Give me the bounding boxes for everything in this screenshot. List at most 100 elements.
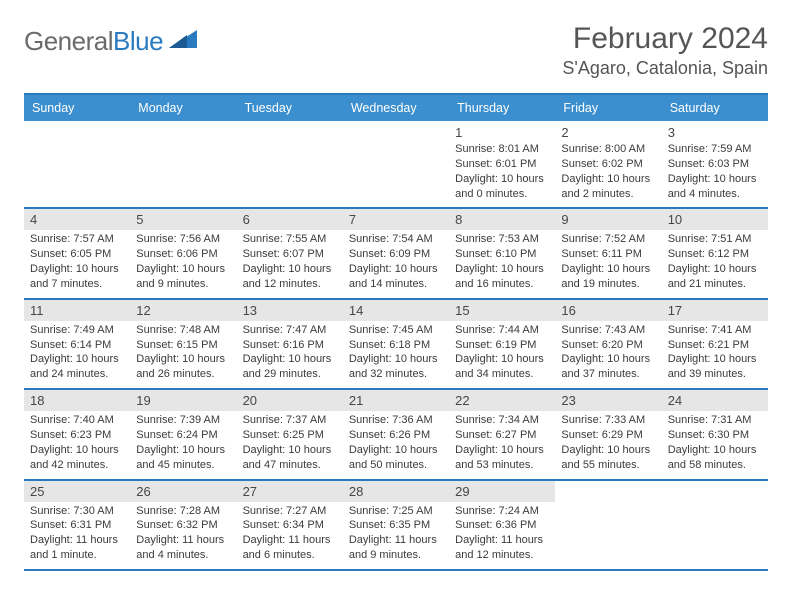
day-info: Sunrise: 7:25 AMSunset: 6:35 PMDaylight:… <box>349 504 443 563</box>
day-cell: 29Sunrise: 7:24 AMSunset: 6:36 PMDayligh… <box>449 481 555 569</box>
info-line: and 19 minutes. <box>561 277 655 292</box>
info-line: Daylight: 11 hours <box>243 533 337 548</box>
info-line: Sunset: 6:02 PM <box>561 157 655 172</box>
info-line: Daylight: 10 hours <box>561 262 655 277</box>
day-number: 16 <box>555 300 661 321</box>
day-number: 12 <box>130 300 236 321</box>
day-cell: 17Sunrise: 7:41 AMSunset: 6:21 PMDayligh… <box>662 300 768 388</box>
day-number: 10 <box>662 209 768 230</box>
day-info: Sunrise: 7:37 AMSunset: 6:25 PMDaylight:… <box>243 413 337 472</box>
day-number: 5 <box>130 209 236 230</box>
info-line: Sunset: 6:05 PM <box>30 247 124 262</box>
day-cell: 25Sunrise: 7:30 AMSunset: 6:31 PMDayligh… <box>24 481 130 569</box>
day-number: 24 <box>662 390 768 411</box>
info-line: Sunrise: 7:34 AM <box>455 413 549 428</box>
info-line: Sunset: 6:25 PM <box>243 428 337 443</box>
day-info: Sunrise: 7:28 AMSunset: 6:32 PMDaylight:… <box>136 504 230 563</box>
day-info: Sunrise: 7:59 AMSunset: 6:03 PMDaylight:… <box>668 142 762 201</box>
info-line: Sunrise: 7:25 AM <box>349 504 443 519</box>
day-info: Sunrise: 7:33 AMSunset: 6:29 PMDaylight:… <box>561 413 655 472</box>
day-number: 3 <box>668 125 762 140</box>
empty-cell <box>24 121 130 207</box>
info-line: Sunrise: 7:39 AM <box>136 413 230 428</box>
info-line: Sunrise: 7:55 AM <box>243 232 337 247</box>
day-info: Sunrise: 7:45 AMSunset: 6:18 PMDaylight:… <box>349 323 443 382</box>
info-line: Daylight: 10 hours <box>136 443 230 458</box>
day-number: 29 <box>449 481 555 502</box>
dow-label: Sunday <box>24 95 130 121</box>
info-line: Sunset: 6:12 PM <box>668 247 762 262</box>
info-line: Daylight: 10 hours <box>349 352 443 367</box>
calendar: SundayMondayTuesdayWednesdayThursdayFrid… <box>24 93 768 571</box>
info-line: and 0 minutes. <box>455 187 549 202</box>
info-line: and 47 minutes. <box>243 458 337 473</box>
day-number: 8 <box>449 209 555 230</box>
info-line: Sunset: 6:16 PM <box>243 338 337 353</box>
day-number: 13 <box>237 300 343 321</box>
info-line: and 9 minutes. <box>349 548 443 563</box>
day-cell: 1Sunrise: 8:01 AMSunset: 6:01 PMDaylight… <box>449 121 555 207</box>
info-line: Sunrise: 7:31 AM <box>668 413 762 428</box>
day-number: 9 <box>555 209 661 230</box>
info-line: Sunrise: 7:37 AM <box>243 413 337 428</box>
info-line: Daylight: 10 hours <box>243 262 337 277</box>
day-number: 23 <box>555 390 661 411</box>
info-line: Daylight: 10 hours <box>668 352 762 367</box>
info-line: Sunset: 6:09 PM <box>349 247 443 262</box>
info-line: Daylight: 10 hours <box>668 172 762 187</box>
day-info: Sunrise: 8:00 AMSunset: 6:02 PMDaylight:… <box>561 142 655 201</box>
info-line: Daylight: 10 hours <box>668 262 762 277</box>
day-cell: 11Sunrise: 7:49 AMSunset: 6:14 PMDayligh… <box>24 300 130 388</box>
info-line: Sunset: 6:24 PM <box>136 428 230 443</box>
day-info: Sunrise: 7:40 AMSunset: 6:23 PMDaylight:… <box>30 413 124 472</box>
day-cell: 8Sunrise: 7:53 AMSunset: 6:10 PMDaylight… <box>449 209 555 297</box>
day-cell: 3 Sunrise: 7:59 AMSunset: 6:03 PMDaylight… <box>662 121 768 207</box>
info-line: Sunrise: 7:40 AM <box>30 413 124 428</box>
info-line: Sunrise: 7:36 AM <box>349 413 443 428</box>
info-line: Sunrise: 8:00 AM <box>561 142 655 157</box>
info-line: Daylight: 10 hours <box>30 443 124 458</box>
day-cell: 9Sunrise: 7:52 AMSunset: 6:11 PMDaylight… <box>555 209 661 297</box>
info-line: and 9 minutes. <box>136 277 230 292</box>
day-cell: 22Sunrise: 7:34 AMSunset: 6:27 PMDayligh… <box>449 390 555 478</box>
day-info: Sunrise: 8:01 AMSunset: 6:01 PMDaylight:… <box>455 142 549 201</box>
day-number: 14 <box>343 300 449 321</box>
info-line: Sunset: 6:19 PM <box>455 338 549 353</box>
day-cell: 26Sunrise: 7:28 AMSunset: 6:32 PMDayligh… <box>130 481 236 569</box>
info-line: and 24 minutes. <box>30 367 124 382</box>
day-number: 15 <box>449 300 555 321</box>
info-line: Sunset: 6:36 PM <box>455 518 549 533</box>
day-info: Sunrise: 7:52 AMSunset: 6:11 PMDaylight:… <box>561 232 655 291</box>
info-line: and 12 minutes. <box>243 277 337 292</box>
info-line: and 26 minutes. <box>136 367 230 382</box>
info-line: Daylight: 10 hours <box>30 352 124 367</box>
info-line: Daylight: 11 hours <box>30 533 124 548</box>
info-line: and 7 minutes. <box>30 277 124 292</box>
dow-label: Tuesday <box>237 95 343 121</box>
logo-word1: General <box>24 26 113 56</box>
info-line: and 50 minutes. <box>349 458 443 473</box>
info-line: and 34 minutes. <box>455 367 549 382</box>
day-cell: 13Sunrise: 7:47 AMSunset: 6:16 PMDayligh… <box>237 300 343 388</box>
logo-word2: Blue <box>113 26 163 56</box>
day-info: Sunrise: 7:44 AMSunset: 6:19 PMDaylight:… <box>455 323 549 382</box>
day-info: Sunrise: 7:48 AMSunset: 6:15 PMDaylight:… <box>136 323 230 382</box>
info-line: and 16 minutes. <box>455 277 549 292</box>
month-title: February 2024 <box>562 22 768 56</box>
info-line: Sunrise: 7:30 AM <box>30 504 124 519</box>
dow-label: Thursday <box>449 95 555 121</box>
info-line: Sunrise: 7:48 AM <box>136 323 230 338</box>
day-info: Sunrise: 7:24 AMSunset: 6:36 PMDaylight:… <box>455 504 549 563</box>
info-line: Sunrise: 7:24 AM <box>455 504 549 519</box>
logo-triangle-icon <box>169 28 199 55</box>
day-info: Sunrise: 7:39 AMSunset: 6:24 PMDaylight:… <box>136 413 230 472</box>
info-line: and 4 minutes. <box>668 187 762 202</box>
dow-label: Monday <box>130 95 236 121</box>
logo-text: GeneralBlue <box>24 26 163 57</box>
empty-cell <box>130 121 236 207</box>
info-line: Sunset: 6:11 PM <box>561 247 655 262</box>
info-line: Sunset: 6:03 PM <box>668 157 762 172</box>
info-line: Sunrise: 7:51 AM <box>668 232 762 247</box>
day-number: 22 <box>449 390 555 411</box>
day-cell: 28Sunrise: 7:25 AMSunset: 6:35 PMDayligh… <box>343 481 449 569</box>
